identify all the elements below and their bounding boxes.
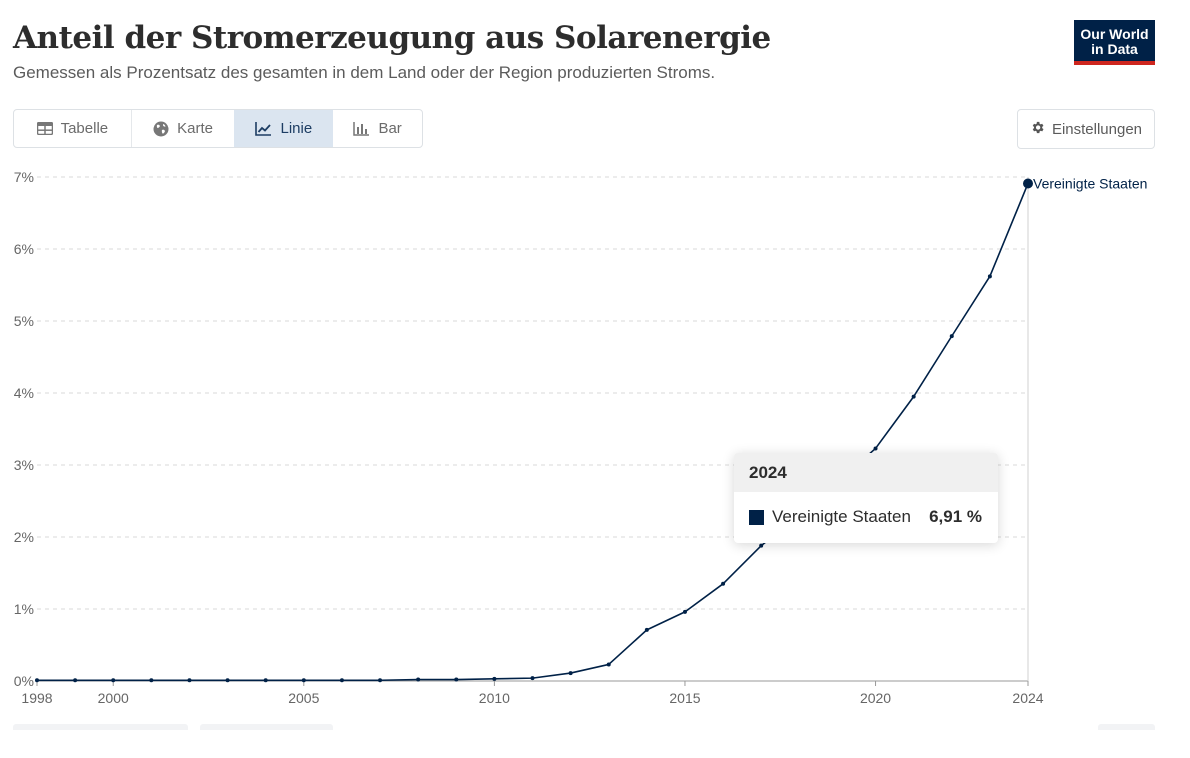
series-endpoint xyxy=(1023,178,1033,189)
tab-karte-label: Karte xyxy=(177,120,214,137)
data-point xyxy=(759,543,764,548)
tab-linie[interactable]: Linie xyxy=(234,110,334,147)
data-point xyxy=(987,274,992,279)
logo-line-2: in Data xyxy=(1091,41,1138,57)
tab-linie-label: Linie xyxy=(280,120,313,137)
gear-icon xyxy=(1030,120,1045,139)
data-point xyxy=(378,678,383,683)
data-point xyxy=(187,678,192,683)
series-line xyxy=(37,183,1029,682)
x-tick-label: 2010 xyxy=(479,690,510,706)
tab-karte[interactable]: Karte xyxy=(132,110,235,147)
data-point xyxy=(492,676,497,681)
data-point xyxy=(111,678,116,683)
tooltip-entity: Vereinigte Staaten xyxy=(772,507,911,526)
data-point xyxy=(35,678,39,683)
y-tick-label: 1% xyxy=(14,601,34,617)
tooltip-year: 2024 xyxy=(734,453,998,492)
owid-logo[interactable]: Our World in Data xyxy=(1074,20,1155,65)
x-tick-label: 2015 xyxy=(669,690,700,706)
data-point xyxy=(949,334,954,339)
y-tick-label: 7% xyxy=(14,169,34,185)
settings-label: Einstellungen xyxy=(1051,120,1143,138)
globe-icon xyxy=(153,121,169,137)
logo-line-1: Our World xyxy=(1080,26,1149,42)
x-tick-label: 2005 xyxy=(288,690,319,706)
footer-tab-middle[interactable] xyxy=(200,724,333,730)
tooltip-row: Vereinigte Staaten 6,91 % xyxy=(734,492,998,542)
tab-bar-label: Bar xyxy=(378,120,402,137)
footer-tab-right[interactable] xyxy=(1098,724,1155,730)
tab-tabelle[interactable]: Tabelle xyxy=(14,110,132,147)
y-tick-label: 0% xyxy=(14,673,34,689)
settings-button[interactable]: Einstellungen xyxy=(1017,109,1155,149)
data-point xyxy=(682,609,687,614)
data-point xyxy=(225,678,230,683)
tooltip-value: 6,91 % xyxy=(929,507,982,526)
x-tick-label: 2000 xyxy=(98,690,129,706)
data-point xyxy=(644,627,649,632)
line-chart-icon xyxy=(255,121,272,136)
series-label: Vereinigte Staaten xyxy=(1033,175,1147,191)
y-tick-label: 5% xyxy=(14,313,34,329)
data-point xyxy=(721,581,726,586)
x-tick-label: 2024 xyxy=(1012,690,1043,706)
data-point xyxy=(73,678,78,683)
data-point xyxy=(263,678,268,683)
data-point xyxy=(301,678,306,683)
y-tick-label: 3% xyxy=(14,457,34,473)
footer-tab-left[interactable] xyxy=(13,724,188,730)
data-point xyxy=(911,394,916,399)
tab-tabelle-label: Tabelle xyxy=(60,120,109,137)
chart-tooltip: 2024 Vereinigte Staaten 6,91 % xyxy=(734,453,998,543)
data-point xyxy=(873,446,878,451)
chart-title: Anteil der Stromerzeugung aus Solarenerg… xyxy=(13,20,771,56)
line-chart[interactable]: 0% 1% 2% 3% 4% 5% 6% 7% 1998 2000 2005 2010 2015 2020… xyxy=(0,160,1190,720)
data-point xyxy=(454,677,459,682)
y-tick-label: 4% xyxy=(14,385,34,401)
bar-chart-icon xyxy=(353,121,370,136)
data-point xyxy=(606,662,611,667)
chart-subtitle: Gemessen als Prozentsatz des gesamten in… xyxy=(13,63,716,82)
tab-bar[interactable]: Bar xyxy=(333,110,422,147)
data-point xyxy=(530,676,535,681)
data-point xyxy=(339,678,344,683)
data-point xyxy=(149,678,154,683)
data-point xyxy=(568,671,573,676)
x-tick-label: 1998 xyxy=(21,690,52,706)
x-tick-label: 2020 xyxy=(860,690,891,706)
chart-type-tabs: Tabelle Karte Linie Bar xyxy=(13,109,423,148)
tooltip-swatch xyxy=(749,509,764,525)
y-tick-label: 2% xyxy=(14,529,34,545)
y-tick-label: 6% xyxy=(14,241,34,257)
table-icon xyxy=(36,122,53,135)
data-point xyxy=(416,677,421,682)
